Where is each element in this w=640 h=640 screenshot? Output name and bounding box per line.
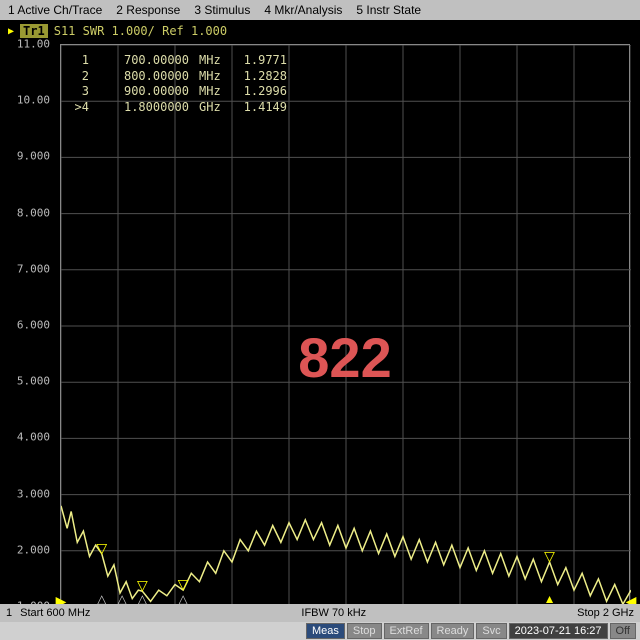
y-tick-label: 6.000 (17, 319, 50, 332)
menu-item-response[interactable]: 2 Response (116, 3, 180, 17)
start-freq: Start 600 MHz (20, 607, 90, 619)
menu-item-stimulus[interactable]: 3 Stimulus (194, 3, 250, 17)
marker-table: 1 700.00000 MHz 1.9771 2 800.00000 MHz 1.2828 39… (69, 53, 287, 115)
marker-freq: 700.00000 (99, 53, 189, 69)
menu-item-mkr[interactable]: 4 Mkr/Analysis (264, 3, 342, 17)
marker-triangle-icon: ▽ (178, 576, 189, 593)
chart-area: 1 700.00000 MHz 1.9771 2 800.00000 MHz 1.2828 39… (60, 44, 630, 606)
status-pill-2023-07-21-16-27[interactable]: 2023-07-21 16:27 (509, 623, 608, 639)
marker-triangle-icon: ▽ (544, 548, 555, 565)
status-pill-off[interactable]: Off (610, 623, 636, 639)
marker-idx: 3 (69, 84, 89, 100)
marker-val: 1.9771 (237, 53, 287, 69)
marker-unit: MHz (199, 84, 227, 100)
status-pill-svc[interactable]: Svc (476, 623, 506, 639)
y-tick-label: 11.00 (17, 38, 50, 51)
status-bar: MeasStopExtRefReadySvc2023-07-21 16:27Of… (0, 622, 640, 640)
trace-badge[interactable]: Tr1 (20, 24, 48, 38)
chan-number: 1 (6, 607, 12, 619)
marker-unit: MHz (199, 53, 227, 69)
y-tick-label: 7.000 (17, 262, 50, 275)
marker-row: 2 800.00000 MHz 1.2828 (69, 69, 287, 85)
trace-label: ▶ Tr1 S11 SWR 1.000/ Ref 1.000 (8, 24, 227, 38)
status-pill-ready[interactable]: Ready (431, 623, 475, 639)
marker-idx: 1 (69, 53, 89, 69)
y-tick-label: 10.00 (17, 94, 50, 107)
stop-freq: Stop 2 GHz (577, 607, 634, 619)
marker-freq: 800.00000 (99, 69, 189, 85)
marker-row: >4 1.8000000 GHz 1.4149 (69, 100, 287, 116)
menubar[interactable]: 1 Active Ch/Trace 2 Response 3 Stimulus … (0, 0, 640, 20)
ifbw: IFBW 70 kHz (90, 607, 577, 619)
marker-val: 1.2828 (237, 69, 287, 85)
marker-row: 3 900.00000 MHz 1.2996 (69, 84, 287, 100)
menu-item-instr[interactable]: 5 Instr State (356, 3, 421, 17)
y-tick-label: 5.000 (17, 375, 50, 388)
marker-val: 1.4149 (237, 100, 287, 116)
y-axis-labels: 11.0010.009.0008.0007.0006.0005.0004.000… (0, 44, 56, 606)
trace-info: S11 SWR 1.000/ Ref 1.000 (54, 24, 227, 38)
marker-idx: 2 (69, 69, 89, 85)
status-pill-meas[interactable]: Meas (306, 623, 345, 639)
marker-unit: MHz (199, 69, 227, 85)
menu-item-active-ch[interactable]: 1 Active Ch/Trace (8, 3, 102, 17)
y-tick-label: 8.000 (17, 206, 50, 219)
marker-triangle-icon: ▽ (96, 540, 107, 557)
y-tick-label: 4.000 (17, 431, 50, 444)
marker-freq: 1.8000000 (99, 100, 189, 116)
bottom-bar: 1 Start 600 MHz IFBW 70 kHz Stop 2 GHz (0, 604, 640, 622)
status-pill-extref[interactable]: ExtRef (384, 623, 429, 639)
marker-idx: >4 (69, 100, 89, 116)
trace-arrow-icon: ▶ (8, 26, 14, 37)
marker-unit: GHz (199, 100, 227, 116)
y-tick-label: 2.000 (17, 543, 50, 556)
marker-val: 1.2996 (237, 84, 287, 100)
marker-row: 1 700.00000 MHz 1.9771 (69, 53, 287, 69)
overlay-number: 822 (298, 325, 391, 390)
y-tick-label: 3.000 (17, 487, 50, 500)
y-tick-label: 9.000 (17, 150, 50, 163)
status-pill-stop[interactable]: Stop (347, 623, 382, 639)
marker-freq: 900.00000 (99, 84, 189, 100)
